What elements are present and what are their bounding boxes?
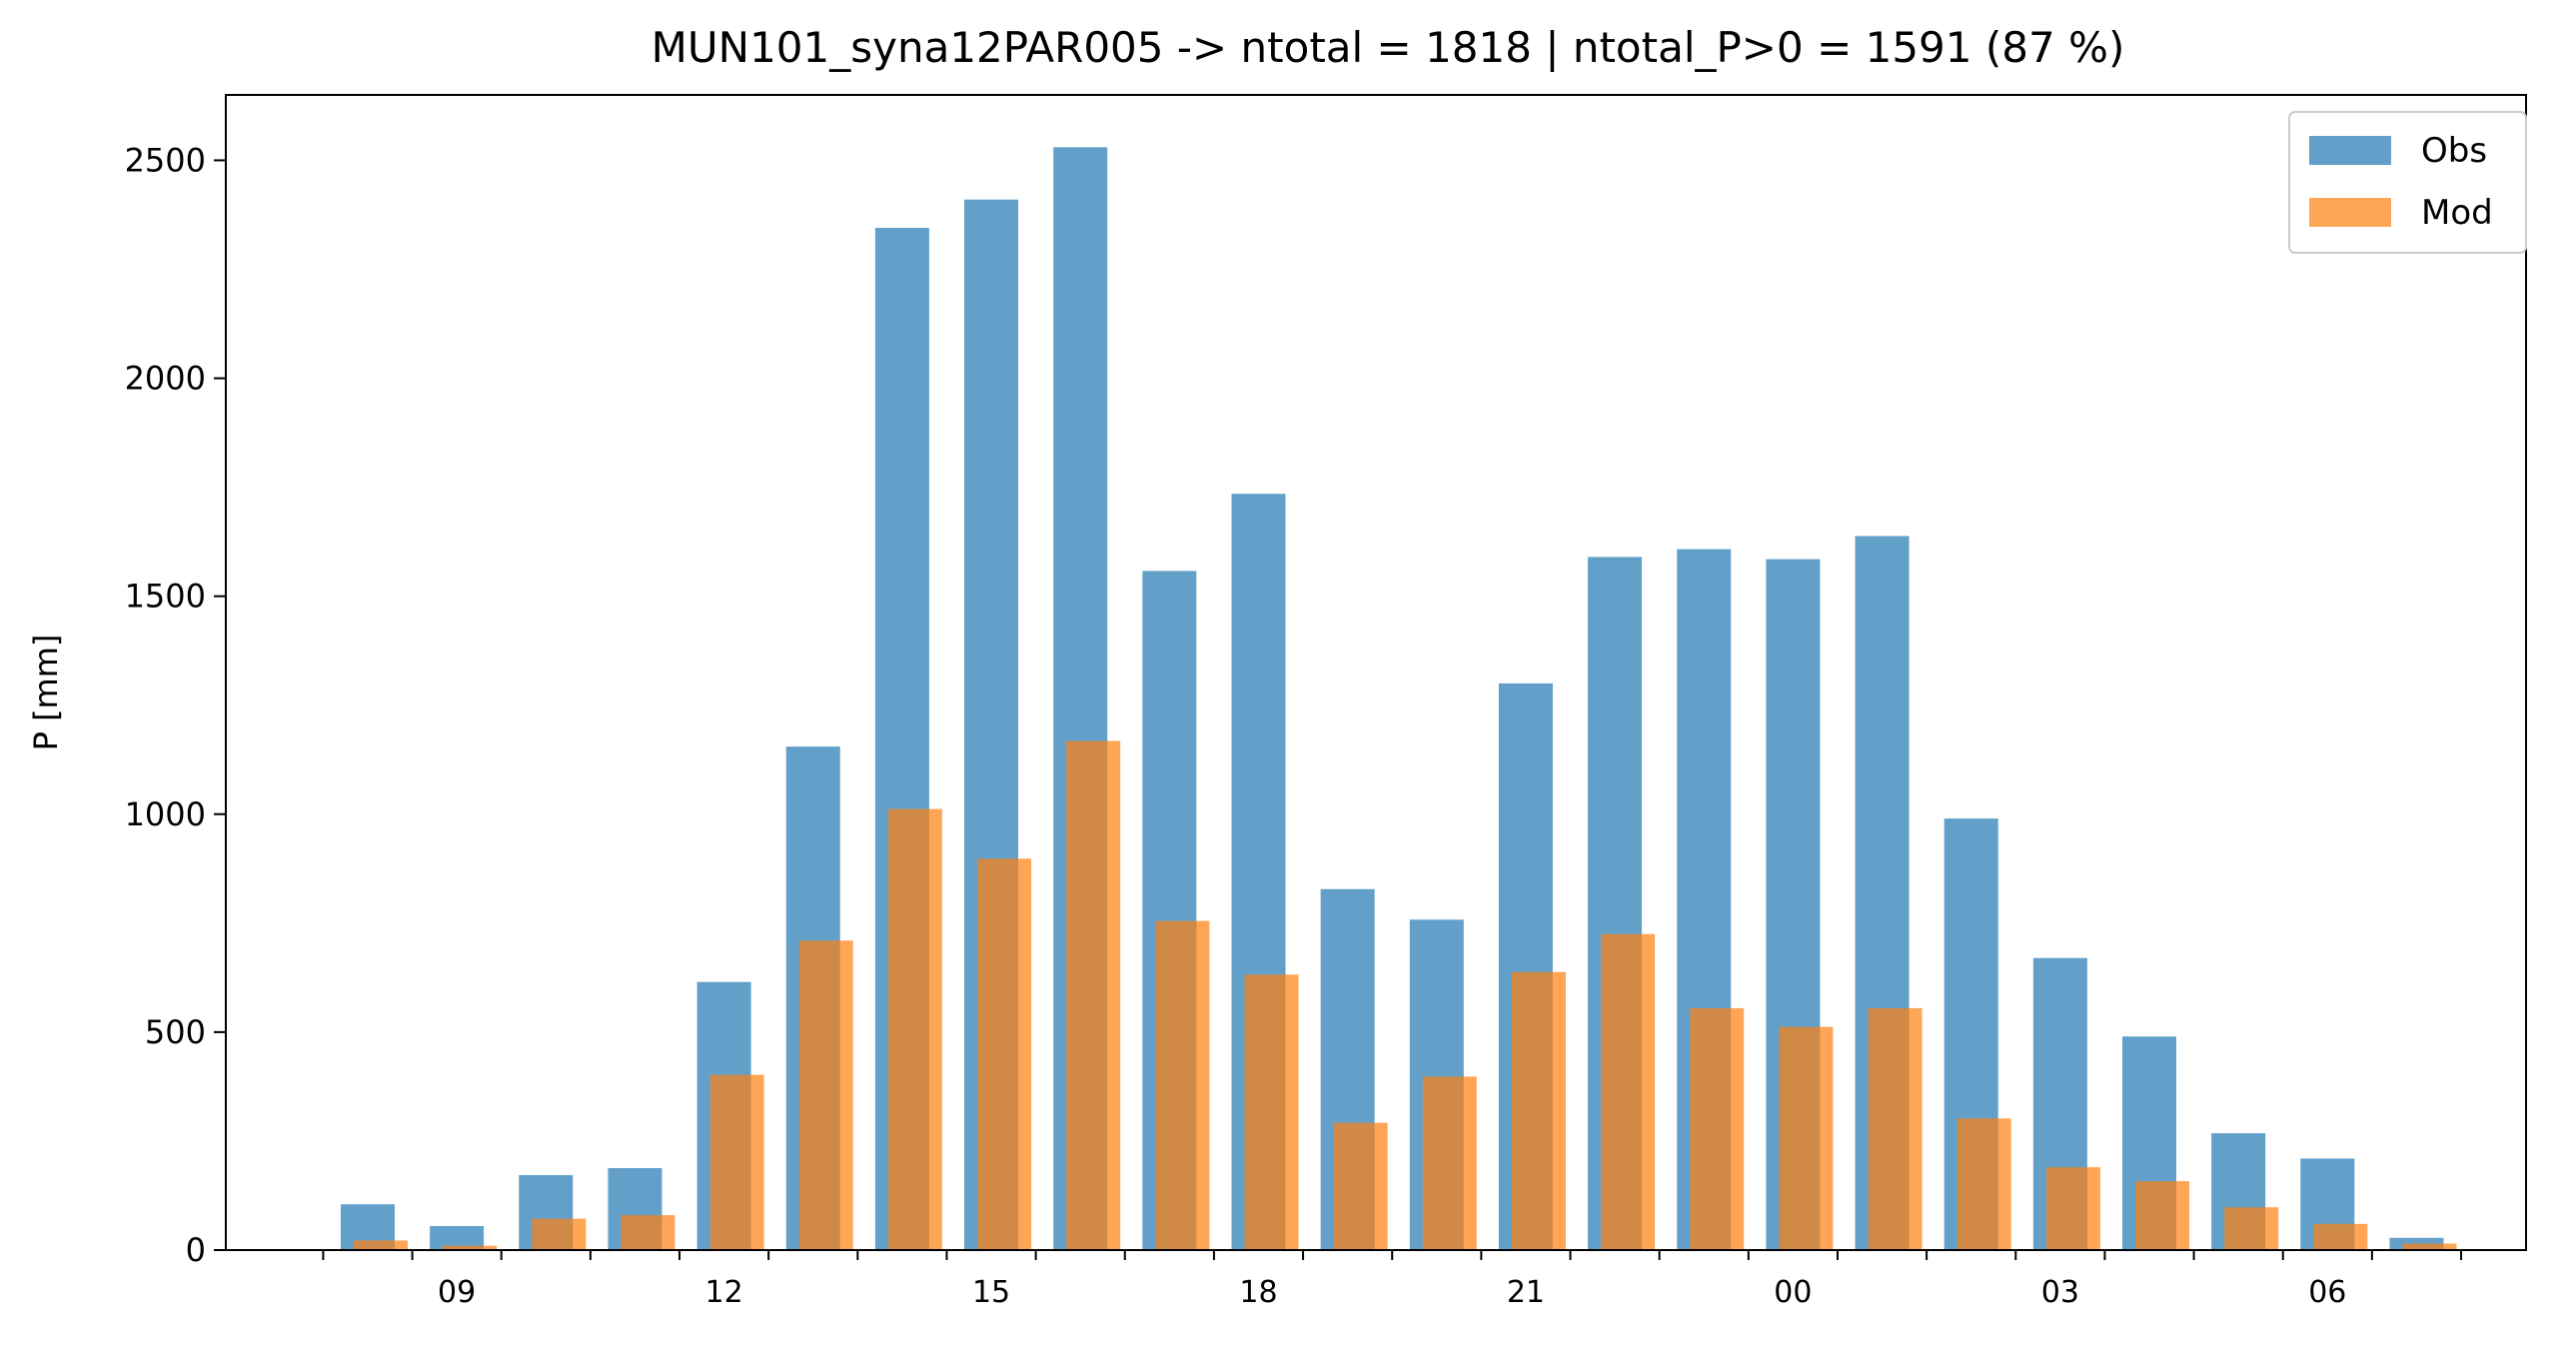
mod-bar [1690, 1007, 1745, 1250]
legend-label-obs: Obs [2421, 131, 2487, 171]
mod-bar [1422, 1076, 1477, 1250]
mod-bar [2135, 1181, 2189, 1250]
mod-bar [1244, 974, 1299, 1250]
mod-bar [1511, 971, 1566, 1250]
x-tick-label: 21 [1507, 1275, 1545, 1310]
y-tick-label: 1500 [125, 578, 206, 616]
mod-bar [532, 1218, 587, 1250]
y-axis-label: P [mm] [27, 635, 65, 751]
mod-bar [354, 1240, 408, 1250]
legend-swatch-obs [2309, 136, 2391, 165]
x-tick-label: 15 [972, 1275, 1010, 1310]
mod-bar [2402, 1243, 2457, 1250]
y-tick-label: 2500 [125, 141, 206, 179]
plot-frame [225, 94, 2527, 1251]
mod-bar [1333, 1122, 1388, 1250]
mod-bar [1868, 1007, 1923, 1250]
mod-bar [1601, 933, 1656, 1250]
x-tick-label: 09 [438, 1275, 476, 1310]
legend: Obs Mod [2288, 111, 2527, 254]
x-tick-label: 06 [2308, 1275, 2346, 1310]
y-tick-label: 500 [145, 1013, 206, 1051]
bars-layer [341, 147, 2457, 1250]
y-tick-label: 0 [186, 1231, 206, 1269]
obs-bar [430, 1226, 485, 1250]
chart-title: MUN101_syna12PAR005 -> ntotal = 1818 | n… [651, 23, 2125, 72]
y-tick-label: 2000 [125, 360, 206, 398]
mod-bar [2313, 1223, 2368, 1250]
mod-bar [2224, 1207, 2279, 1250]
y-tick-label: 1000 [125, 795, 206, 833]
mod-bar [1066, 740, 1121, 1250]
legend-label-mod: Mod [2421, 193, 2493, 233]
mod-bar [709, 1074, 764, 1250]
mod-bar [887, 808, 942, 1250]
axes-layer: 0 500 1000 1500 2000 2500 09 12 15 18 21 00 03 06 [125, 94, 2527, 1310]
x-tick-label: 12 [705, 1275, 743, 1310]
mod-bar [798, 940, 853, 1250]
mod-bar [621, 1215, 675, 1250]
mod-bar [1956, 1118, 2011, 1250]
mod-bar [977, 858, 1032, 1250]
x-tick-label: 03 [2041, 1275, 2079, 1310]
x-tick-label: 00 [1774, 1275, 1812, 1310]
mod-bar [1779, 1026, 1834, 1250]
mod-bar [2045, 1167, 2100, 1250]
mod-bar [1155, 920, 1210, 1250]
mod-bar [443, 1245, 498, 1250]
x-tick-label: 18 [1239, 1275, 1277, 1310]
legend-swatch-mod [2309, 198, 2391, 227]
